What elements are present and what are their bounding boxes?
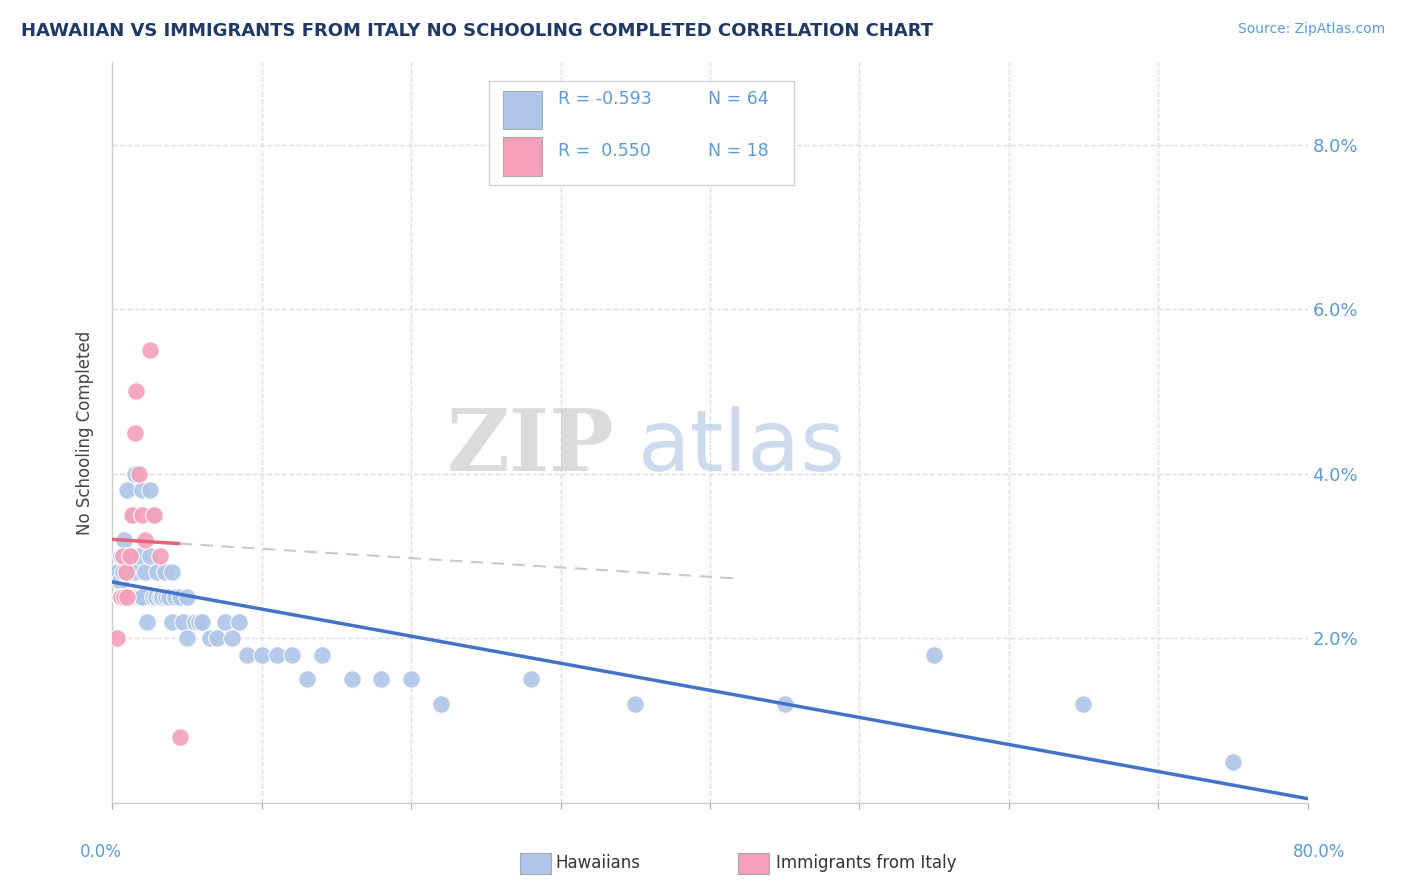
Point: [128, 467, 150, 481]
Point: [139, 483, 162, 498]
Point: [134, 566, 156, 580]
Point: [1222, 755, 1244, 769]
Point: [117, 590, 139, 604]
Point: [149, 590, 172, 604]
Text: Immigrants from Italy: Immigrants from Italy: [776, 855, 956, 872]
Point: [401, 673, 423, 687]
Text: R = -0.593: R = -0.593: [558, 90, 652, 109]
Point: [105, 632, 128, 646]
Point: [139, 343, 162, 358]
Point: [176, 632, 198, 646]
Point: [124, 425, 146, 440]
Point: [122, 508, 145, 522]
FancyBboxPatch shape: [489, 81, 794, 185]
Point: [340, 673, 363, 687]
Point: [221, 632, 243, 646]
Point: [121, 590, 143, 604]
Point: [188, 615, 211, 629]
Bar: [503, 137, 541, 176]
Point: [128, 549, 150, 563]
Point: [162, 566, 183, 580]
Point: [124, 467, 146, 481]
Point: [124, 566, 146, 580]
Point: [145, 590, 167, 604]
Point: [214, 615, 236, 629]
Text: HAWAIIAN VS IMMIGRANTS FROM ITALY NO SCHOOLING COMPLETED CORRELATION CHART: HAWAIIAN VS IMMIGRANTS FROM ITALY NO SCH…: [21, 22, 934, 40]
Point: [115, 590, 138, 604]
Point: [198, 632, 221, 646]
Point: [108, 574, 131, 588]
Text: Hawaiians: Hawaiians: [555, 855, 640, 872]
Point: [139, 549, 162, 563]
Point: [117, 483, 139, 498]
Point: [131, 483, 153, 498]
Point: [624, 697, 647, 711]
Point: [183, 615, 205, 629]
Text: N = 18: N = 18: [707, 143, 769, 161]
Point: [134, 533, 156, 547]
Point: [131, 590, 153, 604]
Point: [114, 533, 135, 547]
Point: [111, 566, 134, 580]
Point: [311, 648, 333, 662]
Point: [370, 673, 392, 687]
Point: [120, 549, 142, 563]
Point: [131, 508, 153, 522]
Point: [125, 590, 148, 604]
Text: 0.0%: 0.0%: [80, 843, 122, 861]
Point: [172, 615, 194, 629]
Point: [121, 508, 143, 522]
Point: [117, 549, 139, 563]
Point: [157, 590, 180, 604]
Point: [773, 697, 796, 711]
Point: [108, 590, 131, 604]
Point: [1073, 697, 1095, 711]
Point: [155, 590, 177, 604]
Text: N = 64: N = 64: [707, 90, 769, 109]
Text: Source: ZipAtlas.com: Source: ZipAtlas.com: [1237, 22, 1385, 37]
Point: [120, 549, 142, 563]
Point: [105, 566, 128, 580]
Point: [205, 632, 228, 646]
Text: atlas: atlas: [638, 406, 846, 489]
Point: [281, 648, 304, 662]
Text: R =  0.550: R = 0.550: [558, 143, 651, 161]
Point: [169, 730, 191, 744]
Point: [162, 615, 183, 629]
Point: [143, 508, 166, 522]
Point: [127, 590, 149, 604]
Point: [165, 590, 187, 604]
Text: 80.0%: 80.0%: [1292, 843, 1346, 861]
Y-axis label: No Schooling Completed: No Schooling Completed: [76, 331, 94, 534]
Point: [430, 697, 453, 711]
Point: [135, 615, 157, 629]
Point: [129, 590, 152, 604]
Point: [150, 590, 173, 604]
Point: [118, 590, 141, 604]
Point: [266, 648, 288, 662]
Point: [153, 566, 176, 580]
Point: [191, 615, 214, 629]
Bar: [503, 91, 541, 129]
Point: [922, 648, 945, 662]
Point: [142, 590, 165, 604]
Point: [110, 590, 132, 604]
Point: [236, 648, 259, 662]
Point: [176, 590, 198, 604]
Point: [110, 549, 132, 563]
Point: [114, 590, 135, 604]
Point: [146, 566, 169, 580]
Point: [250, 648, 273, 662]
Point: [228, 615, 250, 629]
Point: [149, 549, 172, 563]
Point: [115, 566, 138, 580]
Point: [520, 673, 543, 687]
Point: [143, 508, 166, 522]
Point: [125, 384, 148, 399]
Text: ZIP: ZIP: [447, 406, 614, 490]
Point: [169, 590, 191, 604]
Point: [111, 549, 134, 563]
Point: [295, 673, 318, 687]
